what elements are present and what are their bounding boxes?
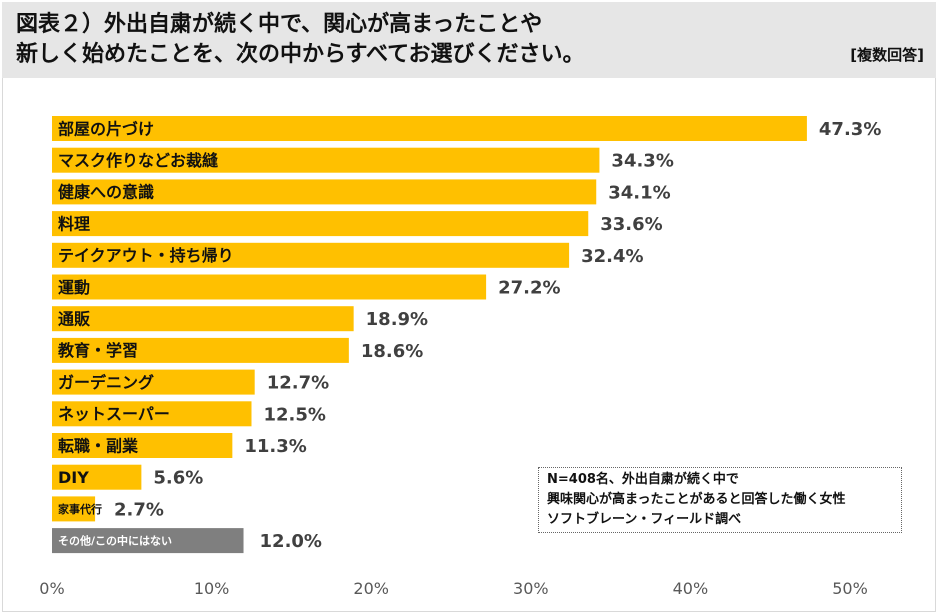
chart-header: 図表２）外出自粛が続く中で、関心が高まったことや 新しく始めたことを、次の中から… <box>2 2 936 78</box>
x-tick-label-5: 50% <box>832 579 868 598</box>
bar-value-label-5: 27.2% <box>498 278 560 299</box>
chart-title: 図表２）外出自粛が続く中で、関心が高まったことや 新しく始めたことを、次の中から… <box>16 10 584 70</box>
bar-value-label-9: 12.5% <box>264 404 326 425</box>
bar-category-label-11: DIY <box>58 468 89 487</box>
bar-category-label-6: 通販 <box>58 309 91 328</box>
bar-value-label-6: 18.9% <box>366 309 428 330</box>
note-line-1: N=408名、外出自粛が続く中で <box>547 472 739 487</box>
bar-value-label-12: 2.7% <box>114 499 164 520</box>
bar-category-label-10: 転職・副業 <box>58 436 139 455</box>
bar-category-label-3: 料理 <box>58 214 90 233</box>
bar-value-label-7: 18.6% <box>361 341 423 362</box>
bar-0 <box>52 116 807 141</box>
bar-category-label-5: 運動 <box>58 278 90 297</box>
bar-3 <box>52 211 589 237</box>
bar-category-label-8: ガーデニング <box>58 373 154 392</box>
title-line-1: 図表２）外出自粛が続く中で、関心が高まったことや <box>16 12 543 37</box>
x-tick-label-4: 40% <box>673 579 709 598</box>
bar-2 <box>52 179 597 205</box>
bar-value-label-2: 34.1% <box>608 182 670 203</box>
x-tick-label-1: 10% <box>194 579 230 598</box>
bar-category-label-12: 家事代行 <box>58 502 102 516</box>
bar-8 <box>52 369 255 395</box>
note-line-3: ソフトブレーン・フィールド調べ <box>547 512 742 527</box>
bar-category-label-4: テイクアウト・持ち帰り <box>58 246 234 265</box>
x-tick-label-2: 20% <box>353 579 389 598</box>
source-note: N=408名、外出自粛が続く中で 興味関心が高まったことがあると回答した働く女性… <box>538 467 902 533</box>
note-line-2: 興味関心が高まったことがあると回答した働く女性 <box>547 492 846 507</box>
bar-5 <box>52 274 487 300</box>
bar-category-label-7: 教育・学習 <box>58 341 138 360</box>
bar-1 <box>52 147 600 173</box>
bar-value-label-11: 5.6% <box>153 468 203 489</box>
bar-10 <box>52 433 233 458</box>
bar-category-label-1: マスク作りなどお裁縫 <box>58 151 219 170</box>
x-tick-label-3: 30% <box>513 579 549 598</box>
bar-category-label-2: 健康への意識 <box>58 183 154 202</box>
bar-9 <box>52 401 252 427</box>
x-tick-label-0: 0% <box>39 579 64 598</box>
bar-value-label-8: 12.7% <box>267 373 329 394</box>
bar-value-label-10: 11.3% <box>244 436 306 457</box>
answer-type-label: [複数回答] <box>850 46 924 64</box>
bar-12 <box>52 496 96 522</box>
bar-11 <box>52 464 142 490</box>
bar-13 <box>52 528 244 554</box>
bar-value-label-4: 32.4% <box>581 246 643 267</box>
bar-value-label-0: 47.3% <box>819 119 881 140</box>
bar-category-label-9: ネットスーパー <box>58 405 170 424</box>
bar-4 <box>52 242 570 268</box>
bar-6 <box>52 306 354 332</box>
bar-category-label-13: その他/この中にはない <box>58 534 172 548</box>
title-line-2: 新しく始めたことを、次の中からすべてお選びください。 <box>16 42 585 67</box>
bar-value-label-13: 12.0% <box>260 531 322 552</box>
bar-value-label-1: 34.3% <box>611 151 673 172</box>
bar-value-label-3: 33.6% <box>600 214 662 235</box>
bar-7 <box>52 337 349 363</box>
bar-category-label-0: 部屋の片づけ <box>58 119 154 138</box>
